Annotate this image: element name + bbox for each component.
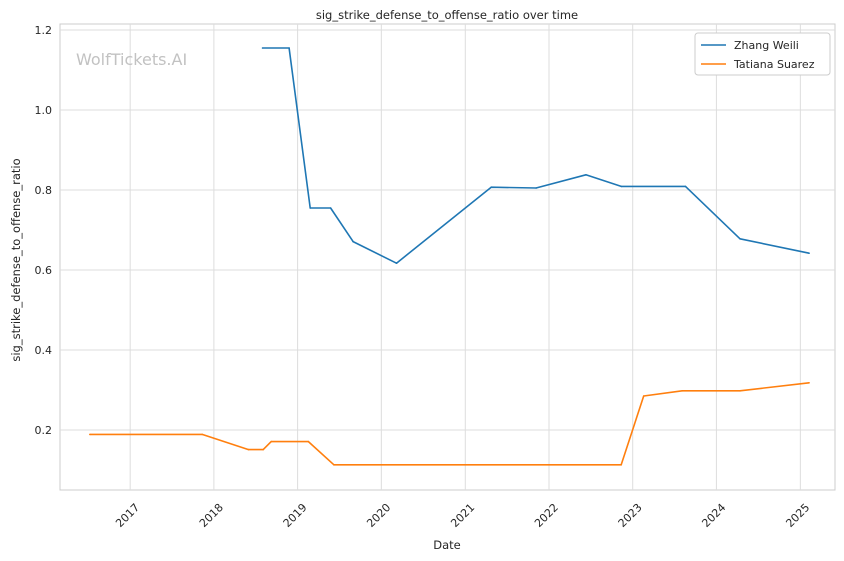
data-point-tatiana-suarez: [247, 448, 250, 451]
data-point-zhang-weili: [490, 186, 492, 188]
y-tick-label: 1.2: [35, 24, 53, 37]
data-point-zhang-weili: [352, 240, 354, 243]
legend-label-zhang-weili: Zhang Weili: [734, 39, 799, 52]
data-point-tatiana-suarez: [270, 440, 273, 443]
data-point-zhang-weili: [288, 47, 290, 49]
legend-label-tatiana-suarez: Tatiana Suarez: [733, 58, 815, 71]
data-point-zhang-weili: [261, 47, 264, 49]
x-tick-label: 2022: [532, 501, 561, 530]
grid-lines: [60, 24, 835, 490]
x-tick-label: 2024: [699, 501, 728, 530]
data-point-zhang-weili: [309, 207, 312, 209]
data-point-tatiana-suarez: [620, 464, 623, 466]
legend: Zhang Weili Tatiana Suarez: [694, 32, 831, 76]
watermark-text: WolfTickets.AI: [76, 50, 187, 69]
data-point-zhang-weili: [620, 185, 623, 188]
y-tick-label: 0.2: [35, 424, 53, 437]
data-point-tatiana-suarez: [333, 464, 335, 466]
data-point-tatiana-suarez: [201, 433, 204, 436]
chart-title: sig_strike_defense_to_offense_ratio over…: [316, 8, 578, 22]
data-point-zhang-weili: [808, 252, 810, 254]
data-point-tatiana-suarez: [642, 395, 645, 397]
x-axis-label: Date: [433, 538, 461, 552]
data-point-tatiana-suarez: [808, 382, 810, 384]
data-point-zhang-weili: [535, 187, 537, 189]
x-tick-label: 2025: [783, 501, 812, 530]
data-point-tatiana-suarez: [262, 448, 265, 451]
y-tick-label: 0.6: [35, 264, 53, 277]
data-point-tatiana-suarez: [89, 433, 91, 436]
x-tick-label: 2020: [364, 501, 393, 530]
data-point-zhang-weili: [739, 238, 741, 240]
y-axis-label: sig_strike_defense_to_offense_ratio: [9, 158, 23, 361]
data-point-tatiana-suarez: [681, 390, 684, 392]
x-tick-label: 2023: [616, 501, 645, 530]
y-tick-label: 1.0: [35, 104, 53, 117]
y-tick-label: 0.8: [35, 184, 53, 197]
data-point-tatiana-suarez: [739, 390, 741, 392]
data-point-zhang-weili: [329, 207, 332, 209]
data-point-zhang-weili: [585, 174, 587, 176]
y-tick-label: 0.4: [35, 344, 53, 357]
series-line-tatiana-suarez: [89, 382, 810, 466]
legend-box: [694, 32, 831, 76]
x-tick-label: 2017: [113, 501, 142, 530]
data-point-zhang-weili: [684, 185, 687, 188]
series-lines: [89, 47, 810, 466]
plot-area: [59, 23, 836, 491]
x-tick-label: 2021: [448, 501, 477, 530]
x-tick-label: 2018: [197, 501, 226, 530]
x-tick-label: 2019: [281, 501, 310, 530]
data-point-tatiana-suarez: [307, 440, 310, 443]
data-point-zhang-weili: [395, 262, 398, 265]
